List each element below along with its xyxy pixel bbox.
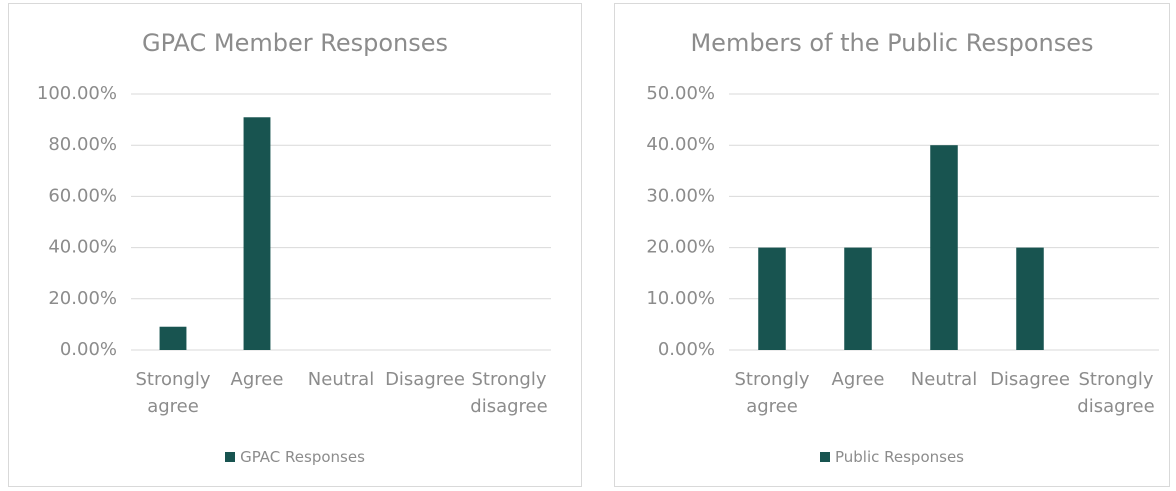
y-tick-label: 20.00% [48,288,117,309]
legend-label: GPAC Responses [240,448,365,466]
x-tick-label: Agree [831,369,885,390]
y-tick-label: 40.00% [48,237,117,258]
x-tick-label: Disagree [990,369,1070,390]
bar [758,247,786,350]
y-tick-label: 0.00% [60,339,117,360]
x-tick-label: Strongly agree [734,369,810,417]
y-tick-label: 40.00% [646,134,715,155]
x-tick-label: Neutral [910,369,978,390]
y-tick-label: 100.00% [37,83,117,104]
chart-title: GPAC Member Responses [142,29,448,57]
bar [159,326,187,350]
bar [844,247,872,350]
x-tick-label: Agree [230,369,284,390]
chart-title: Members of the Public Responses [690,29,1093,57]
legend-swatch [819,452,830,462]
y-tick-label: 30.00% [646,185,715,206]
chart: Members of the Public Responses 0.00% 10.0… [646,29,1159,360]
bar [1016,247,1044,350]
bar [930,145,958,350]
legend: Public Responses [615,448,1169,466]
x-tick-label: Strongly agree [135,369,211,417]
x-tick-label: Strongly disagree [470,369,548,417]
legend-swatch [225,452,236,462]
y-tick-label: 20.00% [646,237,715,258]
chart-panel: GPAC Member Responses 0.00% 20.00% 40.00% 60… [8,3,582,487]
chart-panel: Members of the Public Responses 0.00% 10.0… [614,3,1170,487]
y-tick-label: 80.00% [48,134,117,155]
bar [243,117,271,350]
x-tick-label: Neutral [307,369,375,390]
chart: GPAC Member Responses 0.00% 20.00% 40.00% 60… [37,29,551,360]
y-tick-label: 50.00% [646,83,715,104]
y-tick-label: 10.00% [646,288,715,309]
x-tick-label: Disagree [385,369,465,390]
x-tick-label: Strongly disagree [1077,369,1155,417]
y-tick-label: 0.00% [658,339,715,360]
legend: GPAC Responses [9,448,581,466]
legend-label: Public Responses [834,448,965,466]
y-tick-label: 60.00% [48,185,117,206]
